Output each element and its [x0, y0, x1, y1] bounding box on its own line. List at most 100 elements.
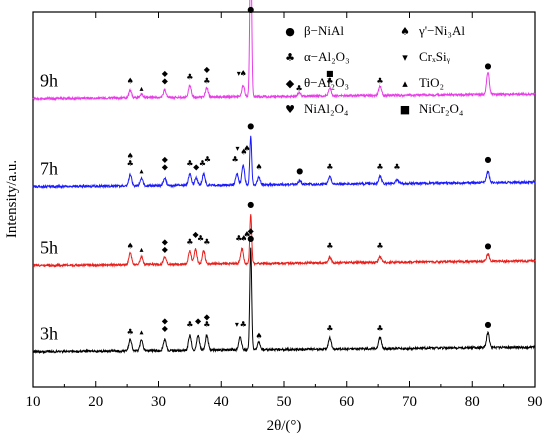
series-line-9h [32, 0, 536, 102]
phase-marker: ◆ [162, 238, 169, 247]
phase-marker: ♠ [255, 331, 262, 340]
legend-symbol: ◆ [286, 77, 295, 90]
phase-marker: ♣ [231, 155, 238, 164]
phase-marker: ◆ [162, 69, 169, 78]
phase-marker: ♣ [326, 76, 333, 85]
phase-marker: ♠ [127, 76, 134, 85]
phase-marker: ♣ [326, 324, 333, 333]
legend: ● β−NiAl ♠ γ'−Ni₃Al ♣ α−Al₂O₃ ▾ CrₓSiᵧ ◆ θ−Al₂O₃ ▴… [285, 23, 465, 116]
series-label-9h: 9h [40, 70, 58, 90]
x-tick-label: 20 [88, 394, 103, 410]
phase-marker: ● [247, 5, 254, 14]
y-axis-label: Intensity/a.u. [4, 160, 20, 238]
phase-marker: ◆ [162, 245, 169, 254]
series-label-5h: 5h [40, 237, 58, 257]
phase-marker: ▾ [236, 144, 240, 153]
phase-marker: ◆ [204, 313, 211, 322]
phase-marker: ♣ [326, 163, 333, 172]
legend-label: γ'−Ni₃Al [418, 23, 465, 38]
phase-marker: ● [296, 166, 303, 175]
legend-label: NiCr₂O₄ [419, 101, 464, 116]
phase-marker: ♣ [203, 238, 210, 247]
phase-marker: ♣ [326, 241, 333, 250]
legend-symbol: ♥ [285, 103, 295, 116]
phase-marker: ● [247, 234, 254, 243]
phase-marker: ♠ [240, 148, 247, 157]
marker-layer: ♣ ▴ ◆◆ ♣ ◆ ♣◆▾ ♣●◆♠♣ ♣ ●♠ ▴ ◆◆ ♣◆♣ ♣ ♣♠♠●♣ ♣ ●♣♠▴ ◆◆ ♣ ◆ ♣♣… [127, 5, 492, 340]
legend-label: α−Al₂O₃ [304, 49, 350, 64]
phase-marker: ● [247, 121, 254, 130]
phase-marker: ● [484, 241, 491, 250]
phase-marker: ♣ [376, 324, 383, 333]
phase-marker: ♣ [204, 155, 211, 164]
legend-symbol: ♣ [285, 51, 295, 64]
series-line-3h [32, 247, 536, 355]
x-tick-label: 90 [528, 394, 543, 410]
phase-marker: ◆ [192, 230, 199, 239]
phase-marker: ◆ [195, 316, 202, 325]
phase-marker: ● [484, 61, 491, 70]
phase-marker: ♣ [295, 84, 302, 93]
phase-marker: ♣ [186, 159, 193, 168]
phase-marker: ♣ [376, 163, 383, 172]
legend-label: θ−Al₂O₃ [304, 75, 349, 90]
legend-label: CrₓSiᵧ [419, 49, 451, 65]
phase-marker: ♠ [127, 151, 134, 160]
phase-marker: ■ [326, 69, 334, 78]
phase-marker: ◆ [204, 65, 211, 74]
phase-marker: ▾ [235, 320, 239, 329]
phase-marker: ♣ [235, 234, 242, 243]
legend-symbol: ▾ [402, 51, 408, 64]
phase-marker: ◆ [162, 316, 169, 325]
phase-marker: ◆ [193, 163, 200, 172]
x-tick-label: 30 [151, 394, 166, 410]
x-tick-label: 80 [465, 394, 480, 410]
x-tick-label: 70 [402, 394, 417, 410]
phase-marker: ▾ [237, 69, 241, 78]
x-tick-label: 40 [214, 394, 229, 410]
x-tick-label: 10 [26, 394, 41, 410]
phase-marker: ♠ [255, 163, 262, 172]
plot-frame [32, 11, 536, 388]
legend-label: NiAl₂O₄ [304, 101, 349, 116]
phase-marker: ◆ [248, 226, 255, 235]
legend-label: β−NiAl [304, 23, 344, 38]
phase-marker: ● [484, 320, 491, 329]
phase-marker: ♣ [197, 234, 204, 243]
x-axis-label: 2θ/(°) [267, 418, 302, 434]
phase-marker: ♣ [199, 159, 206, 168]
phase-marker: ♣ [203, 76, 210, 85]
x-ticks: 10 20 30 40 50 60 70 80 90 [26, 12, 543, 410]
phase-marker: ♠ [243, 144, 250, 153]
phase-marker: ♠ [240, 69, 247, 78]
phase-marker: ♣ [186, 73, 193, 82]
phase-marker: ◆ [162, 163, 169, 172]
phase-marker: ◆ [162, 76, 169, 85]
phase-marker: ◆ [162, 324, 169, 333]
legend-symbol: ■ [400, 103, 410, 116]
phase-marker: ♣ [127, 159, 134, 168]
series-label-7h: 7h [40, 159, 58, 179]
x-tick-label: 50 [277, 394, 292, 410]
phase-marker: ♣ [127, 328, 134, 337]
phase-marker: ♠ [240, 234, 247, 243]
phase-marker: ♠ [243, 230, 250, 239]
phase-marker: ▴ [140, 328, 144, 337]
phase-marker: ♣ [376, 76, 383, 85]
phase-marker: ● [484, 155, 491, 164]
phase-marker: ▴ [140, 166, 144, 175]
legend-symbol: ♠ [400, 25, 410, 38]
curve-labels: 3h 5h 7h 9h [40, 70, 58, 343]
phase-marker: ◆ [162, 155, 169, 164]
phase-marker: ♣ [186, 238, 193, 247]
series-label-3h: 3h [40, 324, 58, 344]
phase-marker: ♣ [393, 163, 400, 172]
phase-marker: ♣ [376, 241, 383, 250]
phase-marker: ♣ [203, 320, 210, 329]
series-layer [32, 0, 536, 355]
phase-marker: ▴ [140, 245, 144, 254]
x-tick-label: 60 [339, 394, 354, 410]
phase-marker: ♣ [186, 320, 193, 329]
phase-marker: ● [247, 200, 254, 209]
